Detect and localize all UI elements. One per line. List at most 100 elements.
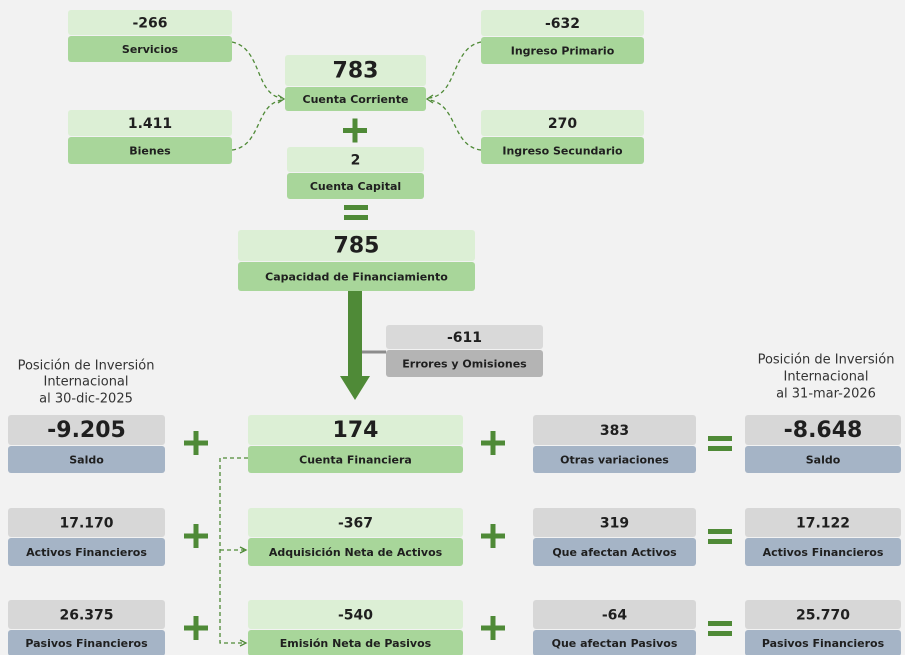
node-value: -632 <box>545 16 580 32</box>
node: 270 Ingreso Secundario <box>481 110 644 164</box>
node-value: -540 <box>338 608 373 624</box>
value-cell <box>481 110 644 136</box>
node: 17.122 Activos Financieros <box>745 508 901 566</box>
node: 17.170 Activos Financieros <box>8 508 165 566</box>
equals <box>344 205 368 210</box>
label-cell <box>745 446 901 473</box>
boxes: -266 Servicios 1.411 Bienes -632 Ingreso Prim… <box>8 10 901 655</box>
header-line: Internacional <box>43 375 128 390</box>
node-label: Cuenta Corriente <box>303 93 409 106</box>
connector <box>428 99 482 151</box>
value-cell <box>533 415 696 445</box>
label-cell <box>481 37 644 64</box>
node: 174 Cuenta Financiera <box>248 415 463 473</box>
value-cell <box>248 508 463 537</box>
value-cell <box>386 325 543 349</box>
label-cell <box>287 173 424 199</box>
label-cell <box>8 538 165 566</box>
node: 26.375 Pasivos Financieros <box>8 600 165 655</box>
node: -632 Ingreso Primario <box>481 10 644 64</box>
plus <box>490 431 496 455</box>
node-value: 17.170 <box>59 516 113 532</box>
node-label: Servicios <box>122 43 179 56</box>
value-cell <box>8 600 165 629</box>
header-line: al 31-mar-2026 <box>776 387 876 402</box>
value-cell <box>238 230 475 261</box>
node-value: 319 <box>600 516 629 532</box>
value-cell <box>248 415 463 445</box>
node-label: Activos Financieros <box>763 546 884 559</box>
node-label: Cuenta Financiera <box>299 454 412 467</box>
label-cell <box>248 538 463 566</box>
equals <box>708 529 732 534</box>
value-cell <box>248 600 463 629</box>
label-cell <box>285 87 426 111</box>
arrow-shaft <box>348 290 362 378</box>
node-label: Que afectan Pasivos <box>552 637 678 650</box>
node: -8.648 Saldo <box>745 415 901 473</box>
node: -611 Errores y Omisiones <box>386 325 543 377</box>
node-label: Bienes <box>129 145 171 158</box>
operators <box>340 118 370 400</box>
value-cell <box>68 10 232 35</box>
node: 383 Otras variaciones <box>533 415 696 473</box>
plus <box>490 524 496 548</box>
node: 319 Que afectan Activos <box>533 508 696 566</box>
row-operators <box>184 431 732 640</box>
connector <box>231 99 283 151</box>
value-cell <box>533 600 696 629</box>
node: -9.205 Saldo <box>8 415 165 473</box>
header-line: Posición de Inversión <box>18 359 155 374</box>
equals <box>708 436 732 441</box>
node-label: Ingreso Primario <box>511 45 615 58</box>
label-cell <box>745 538 901 566</box>
value-cell <box>68 110 232 136</box>
node-value: 17.122 <box>796 516 850 532</box>
node-label: Saldo <box>806 454 841 467</box>
plus <box>193 524 199 548</box>
arrow-head <box>340 376 370 400</box>
node-label: Ingreso Secundario <box>502 145 623 158</box>
node-value: -611 <box>447 330 482 346</box>
node-label: Pasivos Financieros <box>762 637 885 650</box>
node: 2 Cuenta Capital <box>287 147 424 199</box>
node-label: Pasivos Financieros <box>25 637 148 650</box>
node-value: 1.411 <box>128 116 172 132</box>
header-line: Posición de Inversión <box>758 353 895 368</box>
label-cell <box>533 538 696 566</box>
label-cell <box>745 630 901 655</box>
value-cell <box>745 508 901 537</box>
equals <box>708 446 732 451</box>
value-cell <box>745 600 901 629</box>
node-label: Capacidad de Financiamiento <box>265 271 448 284</box>
node-value: -367 <box>338 516 373 532</box>
value-cell <box>287 147 424 172</box>
label-cell <box>386 350 543 377</box>
node: -540 Emisión Neta de Pasivos <box>248 600 463 655</box>
node-value: 785 <box>334 234 380 259</box>
plus <box>490 616 496 640</box>
right-header: Posición de Inversión Internacional al 3… <box>758 353 895 402</box>
header-line: Internacional <box>783 370 868 385</box>
node-label: Errores y Omisiones <box>402 358 527 371</box>
label-cell <box>68 137 232 164</box>
value-cell <box>285 55 426 86</box>
equals <box>708 631 732 636</box>
plus <box>193 431 199 455</box>
value-cell <box>745 415 901 445</box>
node-label: Emisión Neta de Pasivos <box>280 637 432 650</box>
node: -64 Que afectan Pasivos <box>533 600 696 655</box>
bracket <box>219 457 248 644</box>
node-label: Saldo <box>69 454 104 467</box>
label-cell <box>8 446 165 473</box>
node-label: Cuenta Capital <box>310 180 401 193</box>
connectors <box>219 41 482 647</box>
label-cell <box>248 446 463 473</box>
label-cell <box>68 36 232 62</box>
connector <box>231 41 283 99</box>
node-value: -8.648 <box>784 418 863 443</box>
node-value: 2 <box>351 153 361 169</box>
node-label: Adquisición Neta de Activos <box>269 546 443 559</box>
node-value: 174 <box>333 418 379 443</box>
label-cell <box>248 630 463 655</box>
